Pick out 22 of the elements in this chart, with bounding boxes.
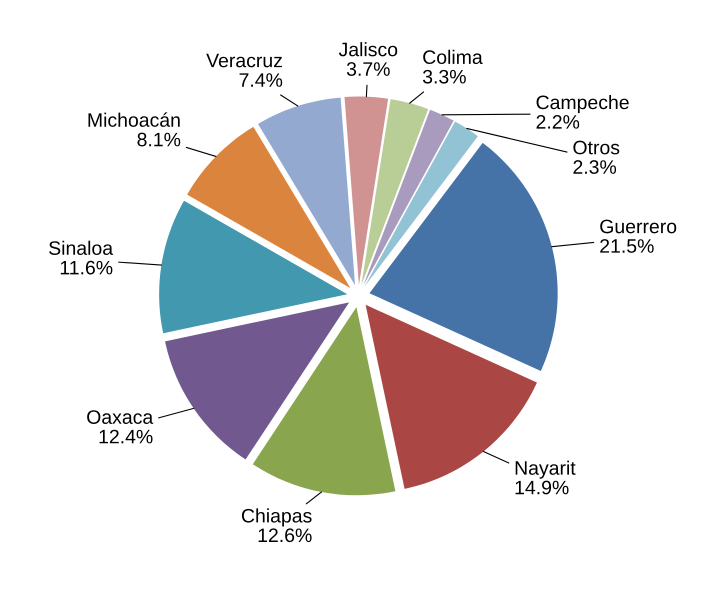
slice-label: Campeche (536, 94, 629, 114)
slice-label: Veracruz (206, 54, 282, 68)
slice-label: Otros (573, 140, 620, 154)
slice-label: Chiapas (242, 508, 312, 526)
slice-label: Nayarit (516, 460, 576, 479)
data-label: 21.5% (600, 239, 654, 253)
slice-label: Guerrero (600, 220, 676, 234)
data-label: 3.7% (346, 62, 390, 76)
data-label: 12.4% (100, 430, 153, 444)
data-label: 3.3% (422, 70, 466, 84)
slice-label: Jalisco (338, 42, 398, 56)
data-label: 7.4% (240, 73, 282, 87)
slice-label: Michoacán (88, 112, 180, 127)
data-label: 12.6% (258, 528, 312, 542)
slice-label: Colima (423, 50, 483, 64)
data-label: 11.6% (60, 260, 112, 275)
slice-label: Oaxaca (87, 410, 154, 424)
data-label: 8.1% (137, 132, 180, 146)
data-label: 14.9% (516, 480, 569, 494)
slice-label: Sinaloa (49, 240, 114, 255)
data-label: 2.3% (573, 160, 616, 174)
data-label: 2.2% (536, 114, 580, 129)
